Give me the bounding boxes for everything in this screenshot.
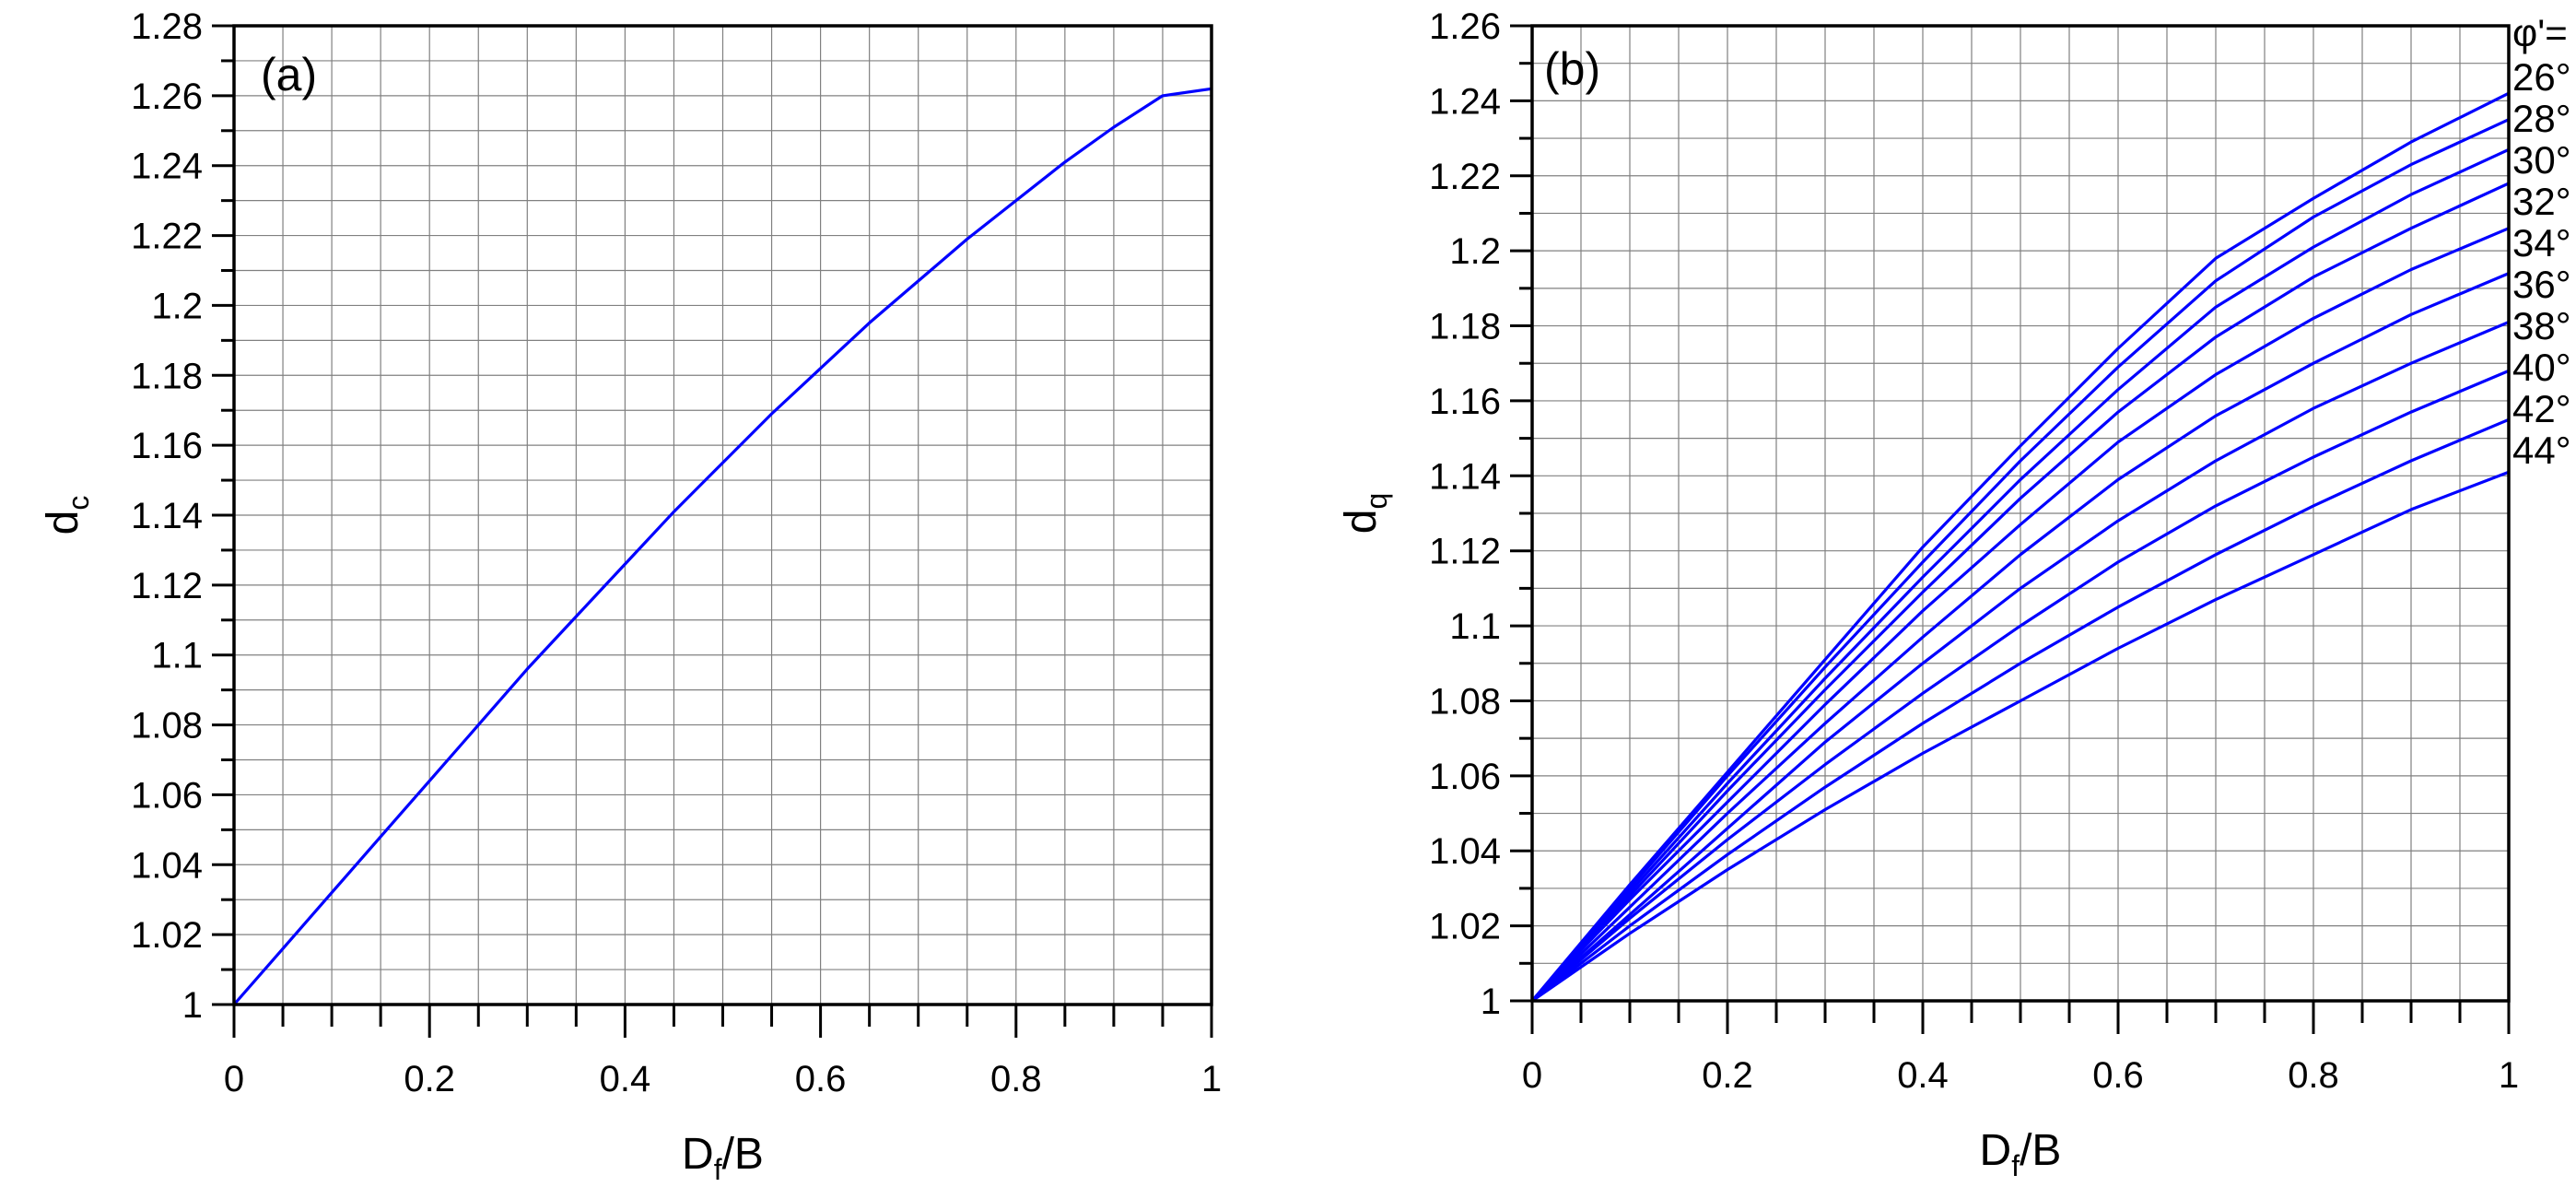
x-tick-label: 1 (2499, 1055, 2519, 1096)
y-axis-label-subscript: q (1360, 493, 1393, 510)
y-tick-label: 1.2 (151, 286, 203, 326)
panel-label: (a) (261, 49, 317, 100)
series-line-26deg (1530, 91, 2510, 1003)
series-line-34deg (1530, 227, 2510, 1003)
y-tick-label: 1.08 (131, 706, 203, 746)
y-axis-label-main: d (39, 511, 88, 535)
x-axis-label-subscript: f (2011, 1149, 2020, 1182)
y-tick-label: 1.18 (131, 356, 203, 396)
y-tick-label: 1.26 (1429, 6, 1501, 47)
series-line-40deg (1530, 369, 2510, 1003)
x-tick-label: 0 (224, 1059, 244, 1099)
y-tick-label: 1.12 (1429, 532, 1501, 572)
legend-title: φ'= (2512, 11, 2568, 54)
x-tick-label: 0 (1522, 1055, 1542, 1096)
series-line-28deg (1530, 118, 2510, 1003)
curve-label: 38° (2512, 304, 2571, 347)
series-line-32deg (1530, 182, 2510, 1003)
y-tick-label: 1.24 (131, 147, 203, 187)
tick-marks (1510, 24, 2511, 1034)
y-tick-label: 1.02 (131, 915, 203, 956)
plot-frame (1530, 24, 2511, 1003)
series-line-42deg (1531, 417, 2510, 1003)
y-axis-label: dq (1337, 493, 1393, 535)
curve-label: 44° (2512, 429, 2571, 472)
plot-frame (232, 24, 1213, 1006)
y-tick-label: 1.22 (131, 217, 203, 257)
grid (234, 26, 1212, 1005)
y-tick-label: 1.02 (1429, 907, 1501, 947)
y-tick-label: 1.06 (131, 775, 203, 816)
y-axis-label-main: d (1337, 510, 1386, 535)
x-tick-label: 0.2 (404, 1059, 455, 1099)
x-tick-label: 1 (1201, 1059, 1222, 1099)
y-tick-label: 1.14 (131, 496, 203, 536)
y-tick-label: 1.12 (131, 566, 203, 606)
series-line (232, 87, 1212, 1006)
y-tick-label: 1.26 (131, 76, 203, 117)
curve-label: 26° (2512, 55, 2571, 99)
y-tick-label: 1.06 (1429, 757, 1501, 797)
curve-label: 36° (2512, 263, 2571, 306)
x-axis-label-subscript: f (714, 1153, 722, 1186)
series-line-38deg (1530, 321, 2510, 1003)
series-group (1530, 91, 2510, 1003)
series-line-44deg (1531, 470, 2510, 1003)
x-tick-label: 0.8 (2288, 1055, 2339, 1096)
y-tick-label: 1.1 (151, 636, 203, 676)
y-tick-label: 1.24 (1429, 81, 1501, 122)
curve-label: 40° (2512, 346, 2571, 389)
y-tick-label: 1.04 (1429, 831, 1501, 872)
x-tick-label: 0.8 (990, 1059, 1042, 1099)
y-tick-label: 1.16 (1429, 382, 1501, 422)
y-tick-label: 1 (182, 985, 203, 1026)
x-tick-label: 0.4 (1897, 1055, 1949, 1096)
series-line-36deg (1530, 272, 2510, 1003)
y-tick-label: 1.2 (1449, 231, 1501, 272)
x-axis-label: Df/B (682, 1130, 764, 1186)
y-tick-label: 1.1 (1449, 606, 1501, 647)
x-axis-label-tail: /B (2020, 1126, 2061, 1175)
curve-label: 42° (2512, 387, 2571, 430)
series-group (232, 87, 1212, 1006)
y-axis-label-subscript: c (62, 496, 95, 511)
panel-label: (b) (1544, 43, 1600, 95)
y-tick-label: 1 (1481, 981, 1501, 1022)
x-axis-label: Df/B (1980, 1126, 2062, 1182)
y-tick-label: 1.18 (1429, 307, 1501, 347)
curve-label: 34° (2512, 221, 2571, 264)
y-tick-label: 1.16 (131, 426, 203, 466)
series-line-30deg (1530, 147, 2510, 1003)
x-tick-label: 0.2 (1702, 1055, 1753, 1096)
grid (1532, 26, 2509, 1001)
y-tick-label: 1.22 (1429, 157, 1501, 197)
chart-panel-a: 1 1.02 1.04 1.06 1.08 1.1 1.12 1.14 1.16 1.18 1.2 1… (39, 6, 1222, 1186)
y-tick-label: 1.14 (1429, 456, 1501, 497)
curve-label: 32° (2512, 180, 2571, 223)
curve-label: 30° (2512, 138, 2571, 182)
x-axis-label-main: D (682, 1130, 714, 1179)
y-tick-label: 1.04 (131, 845, 203, 886)
y-tick-label: 1.08 (1429, 681, 1501, 722)
curve-label: 28° (2512, 97, 2571, 140)
x-axis-label-main: D (1980, 1126, 2012, 1175)
x-tick-label: 0.6 (795, 1059, 847, 1099)
x-tick-label: 0.4 (600, 1059, 651, 1099)
chart-panel-b: 1 1.02 1.04 1.06 1.08 1.1 1.12 1.14 1.16 1.18 1.2 1… (1337, 6, 2571, 1182)
y-tick-label: 1.28 (131, 6, 203, 47)
tick-marks (212, 24, 1213, 1038)
x-tick-label: 0.6 (2092, 1055, 2144, 1096)
curve-labels: φ'=26°28°30°32°34°36°38°40°42°44° (2512, 11, 2571, 472)
y-axis-label: dc (39, 496, 95, 535)
x-axis-label-tail: /B (722, 1130, 764, 1179)
